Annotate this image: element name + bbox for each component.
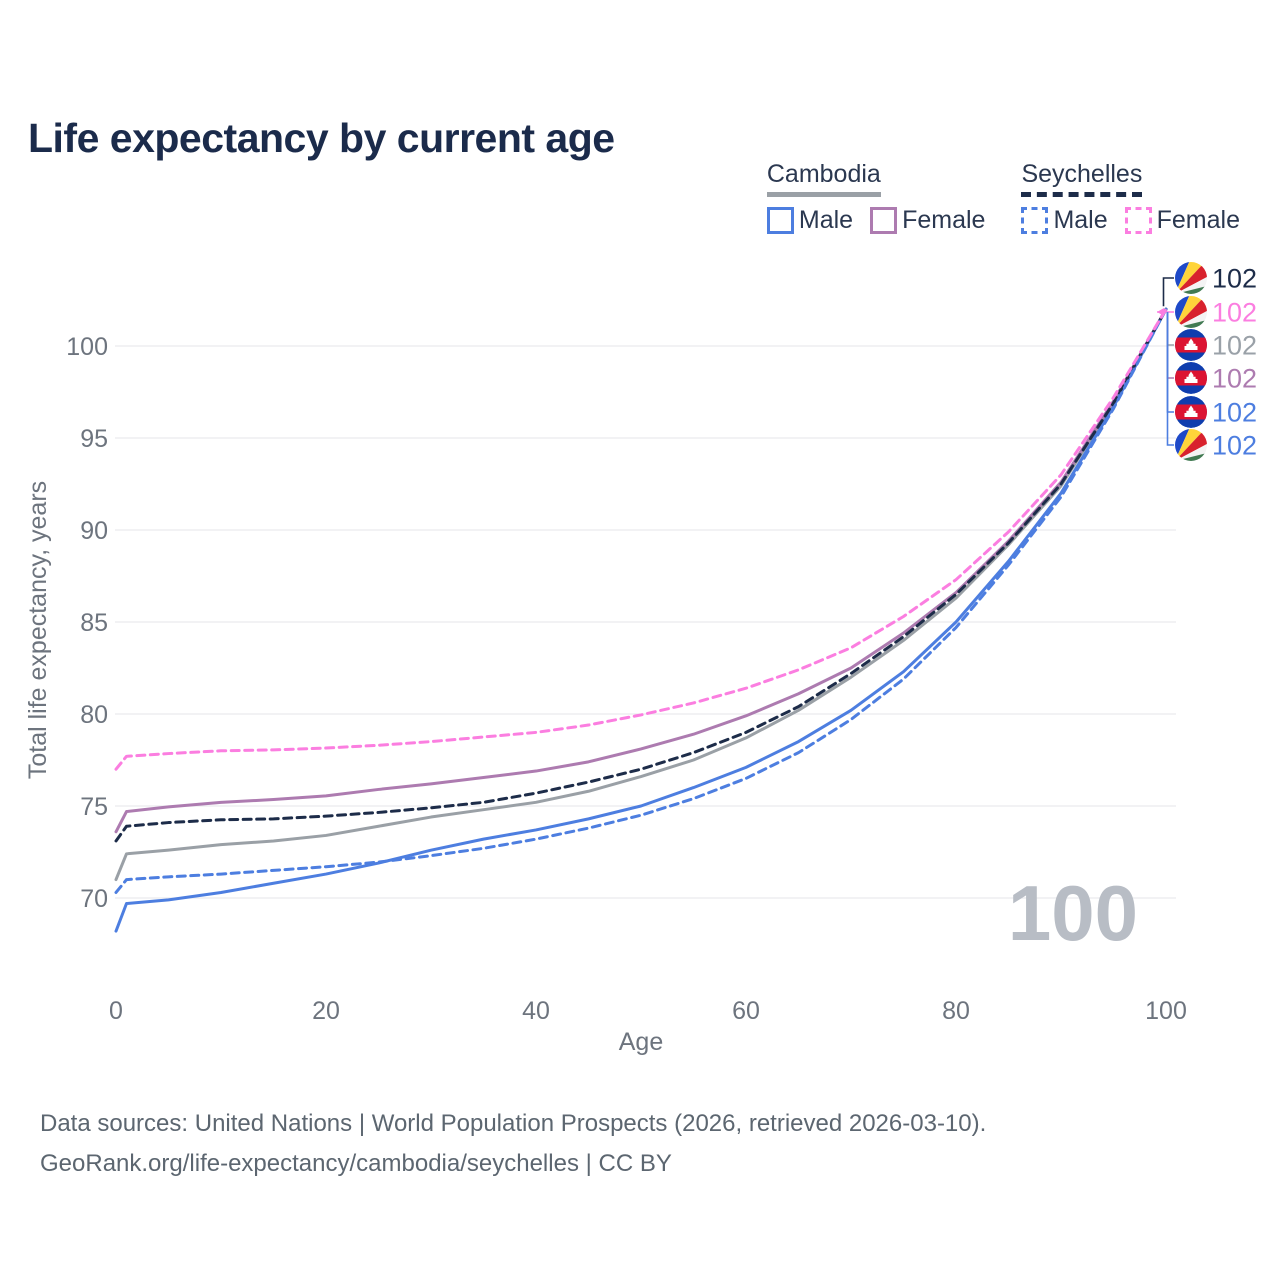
end-label-seychelles_female: 102 [1175,276,1257,328]
x-tick-label: 80 [942,997,970,1025]
legend-item-seychelles-female[interactable]: Female [1124,206,1240,235]
end-label-value: 102 [1212,298,1257,328]
end-label-cambodia_female: 102 [1175,362,1257,394]
legend-item-label: Female [902,206,986,234]
series-line-cambodia_male[interactable] [114,307,1168,933]
y-tick-label: 95 [80,425,108,453]
cambodia-male-swatch-icon [766,207,794,234]
y-tick-label: 90 [80,517,108,545]
legend-item-label: Male [798,206,854,234]
x-tick-label: 20 [312,997,340,1025]
chart-legend: Cambodia Male Female Seychelles Male Fem… [766,160,1240,235]
legend-item-seychelles-male[interactable]: Male [1021,206,1108,235]
end-label-seychelles_male: 102 [1175,409,1257,461]
series-line-cambodia_female[interactable] [114,307,1168,834]
y-tick-label: 100 [66,333,108,361]
cambodia-female-swatch-icon [870,207,898,234]
end-label-leader-lines [1157,277,1174,446]
page-title: Life expectancy by current age [28,115,615,162]
cambodia-flag-icon [1175,362,1208,394]
gridlines [115,345,1176,899]
x-tick-label: 100 [1145,997,1187,1025]
cambodia-flag-icon [1175,396,1208,428]
attribution-line: GeoRank.org/life-expectancy/cambodia/sey… [40,1150,672,1177]
end-label-cambodia_male: 102 [1175,396,1257,428]
x-tick-label: 40 [522,997,550,1025]
y-axis-title: Total life expectancy, years [24,481,52,779]
leader-line [1162,277,1174,307]
legend-item-label: Male [1053,206,1108,234]
data-lines [114,307,1168,933]
legend-title-seychelles[interactable]: Seychelles [1021,160,1143,197]
y-axis-tick-labels: 70 75 80 85 90 95 100 [66,333,108,913]
series-line-seychelles_male[interactable] [114,307,1168,894]
x-tick-label: 60 [732,997,760,1025]
end-label-value: 102 [1212,331,1257,361]
leader-arrow-icon [1157,308,1164,316]
leader-line [1166,312,1174,446]
leader-line [1166,312,1174,346]
x-axis-title: Age [619,1028,663,1056]
data-sources-line: Data sources: United Nations | World Pop… [40,1110,987,1137]
end-label-value: 102 [1212,431,1257,461]
y-tick-label: 85 [80,609,108,637]
x-axis-tick-labels: 0 20 40 60 80 100 [109,997,1187,1025]
legend-group-seychelles: Seychelles Male Female [1021,160,1240,235]
y-tick-label: 80 [80,701,108,729]
end-label-value: 102 [1212,264,1257,294]
series-line-cambodia_all[interactable] [114,307,1168,882]
end-label-seychelles_all: 102 [1175,242,1257,294]
y-tick-label: 75 [80,793,108,821]
series-line-seychelles_all[interactable] [114,307,1168,843]
seychelles-female-swatch-icon [1124,207,1152,234]
footer: Data sources: United Nations | World Pop… [40,1104,986,1184]
age-indicator-watermark: 100 [1008,869,1138,957]
y-tick-label: 70 [80,885,108,913]
legend-item-cambodia-female[interactable]: Female [870,206,985,235]
legend-title-cambodia[interactable]: Cambodia [766,160,881,197]
end-label-value: 102 [1212,398,1257,428]
x-tick-label: 0 [109,997,123,1025]
legend-item-label: Female [1156,206,1240,234]
cambodia-flag-icon [1175,329,1208,361]
leader-line [1166,312,1174,413]
end-label-value: 102 [1212,364,1257,394]
legend-item-cambodia-male[interactable]: Male [766,206,854,235]
end-label-cambodia_all: 102 [1175,329,1257,361]
seychelles-male-swatch-icon [1021,207,1049,234]
legend-group-cambodia: Cambodia Male Female [766,160,985,235]
series-line-seychelles_female[interactable] [114,307,1168,771]
